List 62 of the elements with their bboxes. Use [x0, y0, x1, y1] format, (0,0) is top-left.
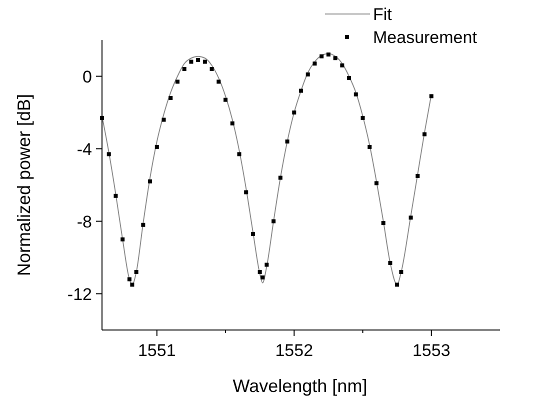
point [237, 152, 242, 156]
point [278, 176, 282, 180]
point [299, 88, 303, 93]
point [120, 237, 125, 242]
y-axis-title: Normalized power [dB] [14, 94, 34, 276]
point [416, 174, 420, 178]
point [189, 60, 194, 64]
point [148, 179, 152, 184]
point [354, 92, 358, 96]
point [272, 219, 276, 224]
legend-label: Fit [373, 5, 392, 24]
point [168, 96, 173, 100]
y-tick-label: 0 [82, 67, 92, 86]
point [230, 121, 234, 126]
point [244, 190, 248, 194]
y-tick-label: -4 [76, 140, 92, 159]
point [175, 80, 180, 84]
point [285, 140, 290, 144]
point [250, 232, 255, 236]
point [264, 262, 269, 267]
point [134, 270, 138, 274]
point [162, 118, 166, 122]
point [260, 275, 265, 280]
point [258, 270, 262, 274]
point [422, 132, 427, 136]
point [106, 152, 111, 156]
point [388, 260, 392, 265]
point [154, 144, 159, 149]
x-tick-label: 1552 [275, 341, 314, 360]
line-series [102, 53, 432, 286]
point [127, 277, 132, 282]
point [216, 80, 221, 84]
point [320, 54, 324, 58]
legend-label: Measurement [373, 28, 478, 47]
point [347, 76, 352, 80]
point [395, 282, 400, 287]
point [202, 60, 207, 64]
point [306, 72, 310, 76]
point [326, 52, 330, 56]
point [399, 270, 404, 274]
point [130, 282, 134, 287]
y-tick-label: -12 [67, 284, 92, 304]
point [408, 216, 413, 220]
point [292, 110, 296, 114]
y-tick-label: -8 [76, 212, 92, 232]
x-tick-label: 1551 [138, 341, 176, 360]
point [360, 116, 365, 120]
point [224, 98, 228, 102]
point [368, 144, 372, 149]
point [210, 67, 214, 71]
point [429, 94, 434, 98]
point [196, 58, 200, 62]
x-axis-title: Wavelength [nm] [232, 376, 368, 396]
point [114, 194, 118, 198]
point [141, 222, 146, 227]
point [312, 62, 317, 66]
point [374, 181, 378, 186]
point [340, 63, 344, 68]
point [182, 67, 186, 71]
point [333, 56, 338, 60]
x-tick-label: 1553 [412, 341, 450, 360]
point [381, 221, 386, 226]
